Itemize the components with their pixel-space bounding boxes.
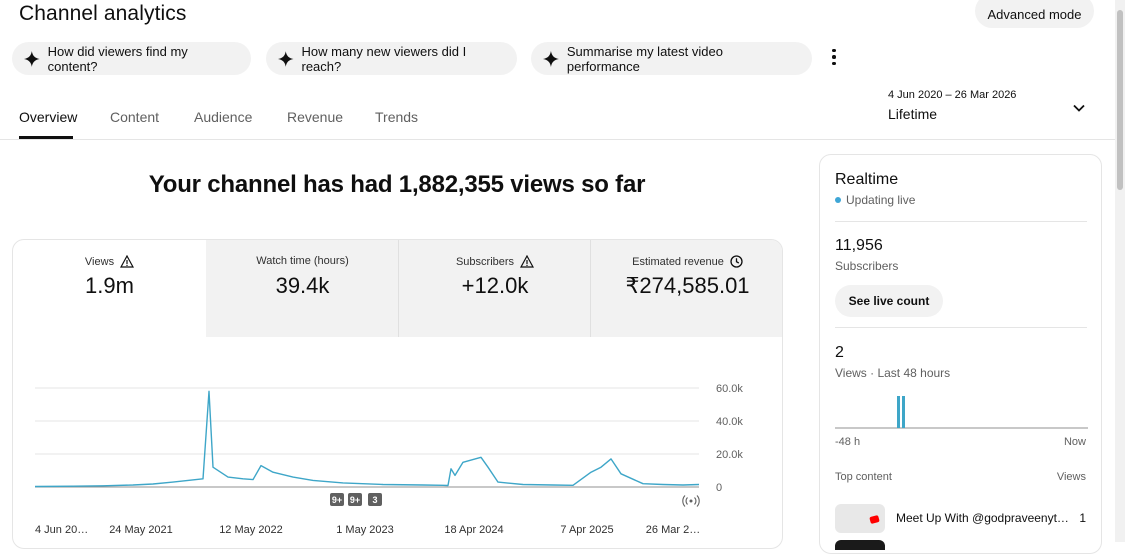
x-tick-label: 24 May 2021 xyxy=(109,524,173,536)
tab-audience[interactable]: Audience xyxy=(194,109,253,125)
overview-card: Views 1.9m Watch time (hours) 39.4k Subs… xyxy=(12,239,783,549)
divider xyxy=(835,327,1087,328)
views-line-chart[interactable]: 60.0k 40.0k 20.0k 0 4 Jun 20… 24 May 2021 12 M… xyxy=(13,240,783,549)
metric-value: +12.0k xyxy=(461,273,529,298)
video-thumbnail[interactable] xyxy=(835,504,885,533)
y-tick-label: 20.0k xyxy=(716,449,743,461)
chart-annotation-marker[interactable]: 3 xyxy=(368,493,382,506)
metric-label: Watch time (hours) xyxy=(256,255,349,267)
svg-text:9+: 9+ xyxy=(332,495,342,505)
y-tick-label: 40.0k xyxy=(716,416,743,428)
warning-icon xyxy=(120,255,135,268)
realtime-views-value: 2 xyxy=(835,344,844,361)
chart-annotation-marker[interactable]: 9+ xyxy=(348,493,362,506)
suggestion-chip-label: Summarise my latest video performance xyxy=(566,43,723,74)
see-live-count-button[interactable]: See live count xyxy=(835,285,943,317)
x-tick-label: 12 May 2022 xyxy=(219,524,283,536)
metric-watch-time[interactable]: Watch time (hours) 39.4k xyxy=(206,240,399,337)
clock-icon xyxy=(730,255,743,268)
sparkle-icon xyxy=(543,50,559,67)
tab-overview[interactable]: Overview xyxy=(19,109,78,125)
chevron-down-icon[interactable] xyxy=(1071,100,1087,116)
x-tick-label: 26 Mar 2… xyxy=(646,524,700,536)
metric-value: ₹274,585.01 xyxy=(625,273,750,298)
advanced-mode-button[interactable]: Advanced mode xyxy=(975,0,1094,28)
top-content-label: Top content xyxy=(835,471,892,483)
subscriber-label: Subscribers xyxy=(835,259,899,273)
metric-value: 1.9m xyxy=(85,273,134,298)
divider xyxy=(835,221,1087,222)
scrollbar-thumb[interactable] xyxy=(1117,10,1123,190)
tabs-divider xyxy=(0,139,1115,140)
suggestion-chip-new-viewers[interactable]: How many new viewers did I reach? xyxy=(266,42,517,75)
suggestion-chip-label: How many new viewers did I reach? xyxy=(301,43,467,74)
warning-icon xyxy=(520,255,535,268)
suggestion-chip-latest-video[interactable]: Summarise my latest video performance xyxy=(531,42,812,75)
metric-divider xyxy=(398,240,399,337)
metric-subscribers[interactable]: Subscribers +12.0k xyxy=(399,240,591,337)
top-content-views: 1 xyxy=(1079,511,1086,525)
views-series-line xyxy=(34,390,700,488)
suggestion-chip-find-content[interactable]: How did viewers find my content? xyxy=(12,42,251,75)
realtime-title: Realtime xyxy=(835,171,899,188)
metric-label: Views xyxy=(84,255,115,268)
x-tick-label: 18 Apr 2024 xyxy=(444,524,503,536)
page-title: Channel analytics xyxy=(19,2,187,25)
top-content-title[interactable]: Meet Up With @godpraveenyt… xyxy=(896,511,1069,525)
more-options-icon[interactable] xyxy=(826,47,842,67)
sparkle-icon xyxy=(24,50,40,67)
metric-label: Subscribers xyxy=(455,255,515,268)
realtime-panel: Realtime Updating live 11,956 Subscriber… xyxy=(819,154,1102,554)
tab-revenue[interactable]: Revenue xyxy=(287,109,344,125)
tab-content[interactable]: Content xyxy=(110,109,160,125)
x-tick-label: 4 Jun 20… xyxy=(35,524,88,536)
sparkle-icon xyxy=(278,50,294,67)
realtime-axis-start: -48 h xyxy=(835,436,861,448)
tab-trends[interactable]: Trends xyxy=(375,109,419,125)
realtime-bar xyxy=(902,396,905,428)
metric-revenue[interactable]: Estimated revenue ₹274,585.01 xyxy=(591,240,782,337)
svg-text:9+: 9+ xyxy=(350,495,360,505)
svg-text:3: 3 xyxy=(372,495,377,505)
metric-value: 39.4k xyxy=(275,273,330,298)
youtube-logo-icon xyxy=(869,514,880,525)
realtime-bar-chart[interactable] xyxy=(835,387,1088,431)
page-scrollbar[interactable] xyxy=(1115,0,1125,542)
date-range-text[interactable]: 4 Jun 2020 – 26 Mar 2026 xyxy=(888,89,1017,101)
y-tick-label: 0 xyxy=(716,482,722,494)
date-range-label[interactable]: Lifetime xyxy=(888,106,938,122)
views-column-label: Views xyxy=(1056,471,1086,483)
subscriber-count: 11,956 xyxy=(835,237,883,254)
chart-annotation-marker[interactable]: 9+ xyxy=(330,493,344,506)
realtime-axis-end: Now xyxy=(1063,436,1086,448)
metric-views[interactable]: Views 1.9m xyxy=(13,240,206,337)
metric-divider xyxy=(590,240,591,337)
suggestion-chip-label: How did viewers find my content? xyxy=(47,43,188,74)
views-headline: Your channel has had 1,882,355 views so … xyxy=(148,171,646,198)
x-tick-label: 1 May 2023 xyxy=(336,524,393,536)
active-tab-indicator xyxy=(19,136,73,139)
realtime-views-label: Views · Last 48 hours xyxy=(835,366,951,380)
live-broadcast-icon[interactable] xyxy=(682,495,700,507)
metric-label: Estimated revenue xyxy=(632,255,724,268)
realtime-bar xyxy=(897,396,900,428)
live-dot-icon xyxy=(835,197,841,203)
x-tick-label: 7 Apr 2025 xyxy=(560,524,613,536)
y-tick-label: 60.0k xyxy=(716,383,743,395)
realtime-status: Updating live xyxy=(846,193,916,207)
